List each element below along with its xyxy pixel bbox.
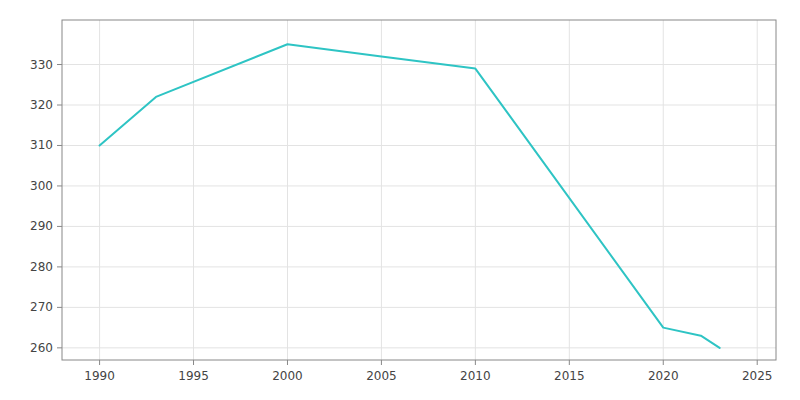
x-tick	[99, 360, 100, 365]
y-grid-line	[62, 226, 776, 227]
x-tick	[287, 360, 288, 365]
y-grid-line	[62, 185, 776, 186]
x-grid-line	[381, 20, 382, 360]
y-tick	[57, 266, 62, 267]
x-tick	[757, 360, 758, 365]
y-tick	[57, 145, 62, 146]
x-tick	[193, 360, 194, 365]
x-tick-label: 1995	[178, 369, 209, 383]
y-grid-line	[62, 64, 776, 65]
y-tick-label: 260	[30, 341, 53, 355]
x-grid-line	[99, 20, 100, 360]
y-grid-line	[62, 105, 776, 106]
x-tick-label: 2000	[272, 369, 303, 383]
x-tick-label: 2005	[366, 369, 397, 383]
x-tick	[569, 360, 570, 365]
tick-labels: 1990 1995 2000 2005 2010 2015 2020 2025 260 270 28…	[30, 58, 772, 383]
grid	[57, 20, 776, 365]
x-tick	[381, 360, 382, 365]
y-tick	[57, 226, 62, 227]
x-grid-line	[663, 20, 664, 360]
y-tick	[57, 64, 62, 65]
y-tick-label: 280	[30, 260, 53, 274]
y-tick	[57, 185, 62, 186]
y-tick-label: 270	[30, 300, 53, 314]
y-grid-line	[62, 347, 776, 348]
y-tick-label: 310	[30, 138, 53, 152]
x-grid-line	[193, 20, 194, 360]
y-tick	[57, 105, 62, 106]
x-tick	[475, 360, 476, 365]
y-tick-label: 320	[30, 98, 53, 112]
x-grid-line	[757, 20, 758, 360]
x-tick-label: 2015	[554, 369, 585, 383]
x-tick	[663, 360, 664, 365]
y-tick	[57, 347, 62, 348]
x-grid-line	[569, 20, 570, 360]
chart: 1990 1995 2000 2005 2010 2015 2020 2025 260 270 28…	[0, 0, 800, 400]
y-grid-line	[62, 266, 776, 267]
y-grid-line	[62, 307, 776, 308]
x-tick-label: 2020	[648, 369, 679, 383]
x-tick-label: 2010	[460, 369, 491, 383]
x-tick-label: 1990	[84, 369, 115, 383]
plot-area	[100, 44, 720, 348]
x-grid-line	[287, 20, 288, 360]
x-grid-line	[475, 20, 476, 360]
y-tick	[57, 307, 62, 308]
y-tick-label: 300	[30, 179, 53, 193]
y-grid-line	[62, 145, 776, 146]
plot-frame	[62, 20, 776, 360]
y-tick-label: 290	[30, 219, 53, 233]
y-tick-label: 330	[30, 58, 53, 72]
x-tick-label: 2025	[742, 369, 773, 383]
data-line	[100, 44, 720, 348]
